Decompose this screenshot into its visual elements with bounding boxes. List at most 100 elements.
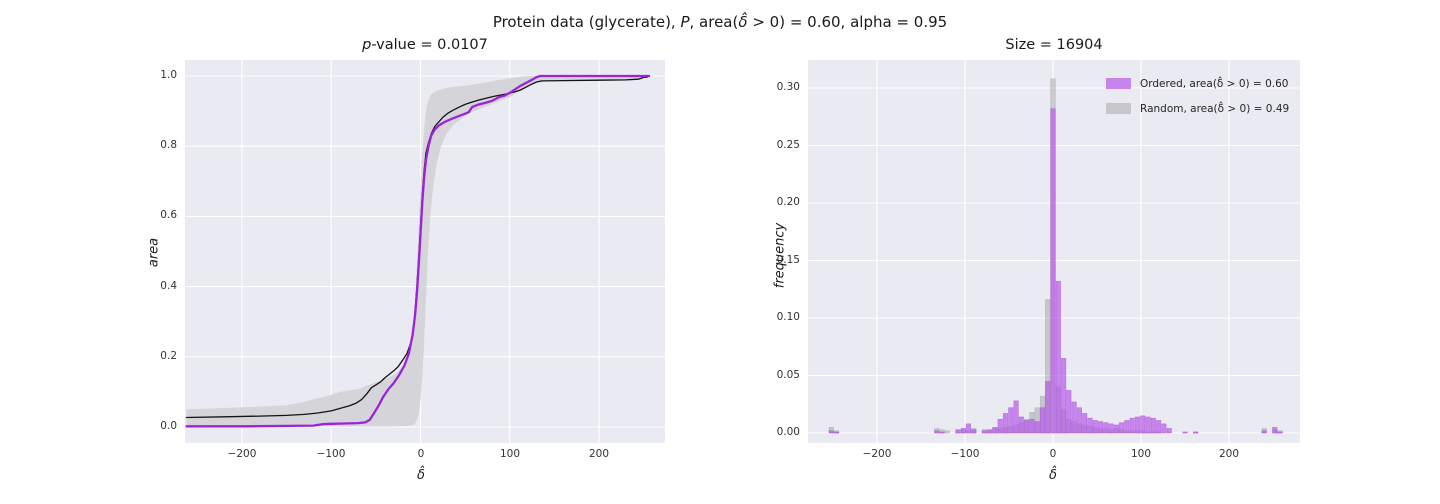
ordered-bar bbox=[971, 429, 977, 434]
random-swatch-icon bbox=[1106, 103, 1131, 114]
ordered-bar bbox=[1134, 416, 1141, 434]
figure-title: Protein data (glycerate), P, area(δ̂ > 0… bbox=[0, 13, 1440, 31]
legend-label-random: Random, area(δ̂ > 0) = 0.49 bbox=[1140, 102, 1290, 115]
ordered-bar bbox=[1277, 431, 1283, 434]
ordered-bar bbox=[1082, 413, 1088, 434]
right-x-axis-label: δ̂ bbox=[1049, 468, 1057, 483]
ordered-bar bbox=[1108, 423, 1114, 434]
y-tick-label: 0.4 bbox=[160, 280, 177, 292]
ordered-bar bbox=[1029, 418, 1035, 434]
figure-title-suffix: > 0) = 0.60, alpha = 0.95 bbox=[747, 13, 948, 31]
x-tick-label: −200 bbox=[227, 448, 257, 460]
ordered-bar bbox=[1066, 390, 1072, 434]
ordered-bar bbox=[1103, 422, 1109, 434]
ordered-bar bbox=[1055, 280, 1061, 434]
random-bar bbox=[828, 426, 834, 434]
ordered-bar bbox=[1261, 430, 1267, 434]
ordered-bar bbox=[1092, 420, 1098, 434]
ordered-bar bbox=[1039, 407, 1046, 434]
y-tick-label: 0.0 bbox=[160, 420, 177, 432]
ordered-bar bbox=[934, 430, 940, 434]
ordered-bar bbox=[1124, 420, 1130, 434]
x-tick-label: −100 bbox=[316, 448, 346, 460]
ordered-bar bbox=[1061, 357, 1067, 434]
legend-item-random: Random, area(δ̂ > 0) = 0.49 bbox=[1106, 96, 1289, 121]
ordered-bar bbox=[1024, 420, 1030, 434]
ordered-bar bbox=[1045, 380, 1051, 434]
ordered-bar bbox=[1155, 420, 1162, 434]
ordered-bar bbox=[981, 430, 988, 434]
x-tick-label: −100 bbox=[950, 448, 980, 460]
left-title-text: -value = 0.0107 bbox=[371, 37, 488, 53]
ordered-bars bbox=[828, 108, 1283, 434]
ordered-swatch-icon bbox=[1106, 78, 1131, 89]
y-tick-label: 0.25 bbox=[776, 139, 800, 151]
ordered-bar bbox=[1113, 424, 1120, 434]
ordered-bar bbox=[1161, 423, 1167, 434]
left-title-p: p bbox=[362, 37, 372, 53]
ordered-bar bbox=[1008, 407, 1014, 434]
ordered-bar bbox=[1272, 426, 1278, 434]
ordered-bar bbox=[1018, 416, 1024, 434]
y-tick-label: 0.20 bbox=[776, 196, 800, 208]
y-tick-label: 0.00 bbox=[776, 426, 800, 438]
random-confidence-band bbox=[186, 76, 648, 427]
ordered-bar bbox=[1140, 415, 1146, 434]
ordered-bar bbox=[1097, 421, 1104, 434]
x-tick-label: 200 bbox=[588, 448, 610, 460]
ecdf-plot-canvas bbox=[185, 60, 665, 443]
legend-item-ordered: Ordered, area(δ̂ > 0) = 0.60 bbox=[1106, 71, 1289, 96]
ordered-ecdf-curve bbox=[185, 74, 651, 428]
x-tick-label: 100 bbox=[499, 448, 521, 460]
x-tick-label: 100 bbox=[1130, 448, 1152, 460]
figure-title-delta-symbol: δ̂ bbox=[738, 13, 748, 31]
ordered-bar bbox=[1076, 407, 1083, 434]
ordered-bar bbox=[997, 418, 1003, 434]
x-tick-label: 200 bbox=[1218, 448, 1240, 460]
histogram-plot-canvas bbox=[808, 60, 1300, 443]
ordered-bar bbox=[1002, 413, 1009, 434]
ordered-bar bbox=[1050, 108, 1056, 434]
ordered-bar bbox=[1145, 416, 1151, 434]
ordered-bar bbox=[833, 431, 840, 434]
random-bars bbox=[828, 78, 1283, 434]
ordered-bar bbox=[1071, 401, 1077, 434]
y-tick-label: 0.2 bbox=[160, 350, 177, 362]
ordered-bar bbox=[960, 428, 966, 434]
y-tick-label: 0.15 bbox=[776, 254, 800, 266]
ordered-bar bbox=[1087, 417, 1093, 434]
ordered-bar bbox=[1192, 431, 1199, 434]
ordered-bar bbox=[939, 431, 945, 434]
ordered-bar bbox=[992, 426, 998, 434]
y-tick-label: 0.10 bbox=[776, 311, 800, 323]
ordered-bar bbox=[1034, 421, 1040, 434]
x-tick-label: 0 bbox=[1049, 448, 1057, 460]
y-tick-label: 0.8 bbox=[160, 139, 177, 151]
ordered-bar bbox=[987, 429, 993, 434]
ordered-bar bbox=[1129, 417, 1135, 434]
ordered-bar bbox=[1013, 400, 1019, 434]
ordered-bar bbox=[965, 423, 972, 434]
legend-label-ordered: Ordered, area(δ̂ > 0) = 0.60 bbox=[1140, 77, 1289, 90]
ordered-bar bbox=[1166, 428, 1172, 434]
legend: Ordered, area(δ̂ > 0) = 0.60 Random, are… bbox=[1100, 67, 1295, 125]
random-bar bbox=[944, 430, 951, 434]
left-y-axis-label: area bbox=[146, 237, 162, 268]
left-panel-title: p-value = 0.0107 bbox=[185, 37, 665, 53]
figure-title-mid: , area( bbox=[689, 13, 739, 31]
y-tick-label: 0.30 bbox=[776, 81, 800, 93]
y-tick-label: 0.05 bbox=[776, 369, 800, 381]
ordered-bar bbox=[1182, 431, 1188, 434]
left-x-axis-label: δ̂ bbox=[417, 468, 425, 483]
right-panel-title: Size = 16904 bbox=[1005, 37, 1103, 53]
x-tick-label: −200 bbox=[862, 448, 892, 460]
ordered-bar bbox=[955, 429, 961, 434]
ordered-bar bbox=[1118, 422, 1125, 434]
x-tick-label: 0 bbox=[417, 448, 425, 460]
ordered-bar bbox=[828, 430, 834, 434]
y-tick-label: 1.0 bbox=[160, 69, 177, 81]
figure-title-prefix: Protein data (glycerate), bbox=[492, 13, 681, 31]
figure-title-p-symbol: P bbox=[680, 13, 690, 31]
ordered-bar bbox=[1150, 417, 1156, 434]
